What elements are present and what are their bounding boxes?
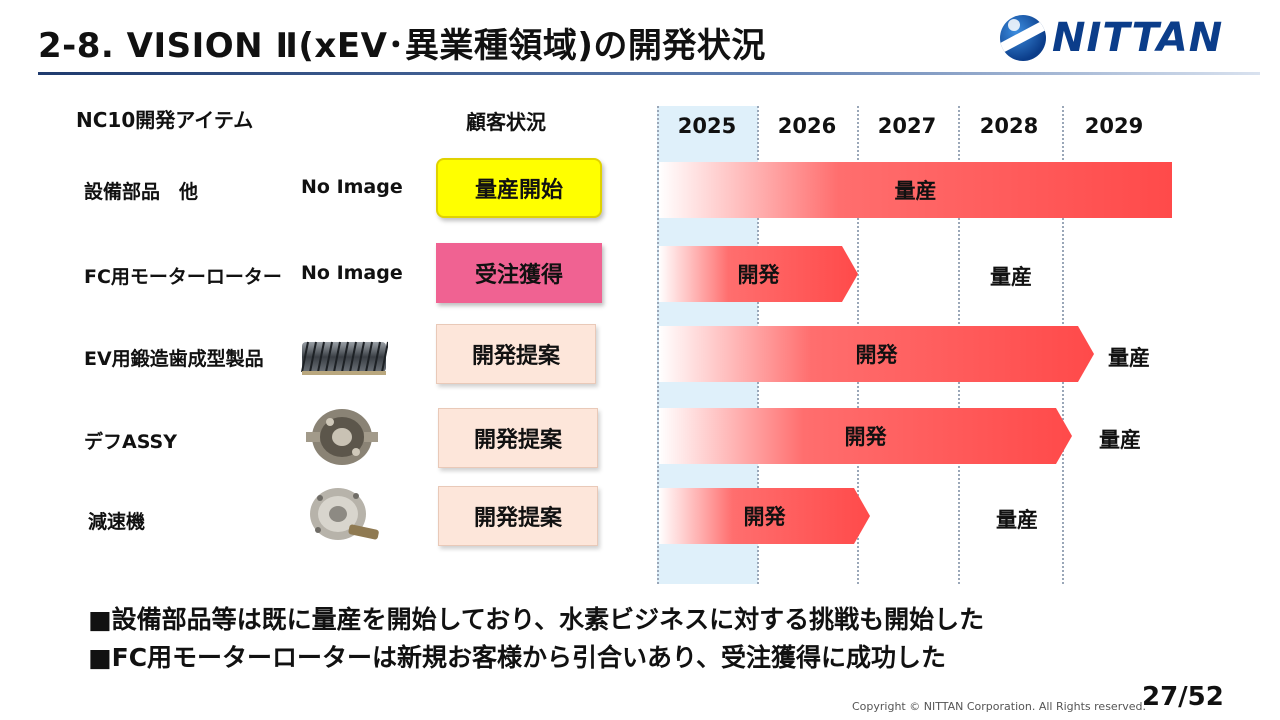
status-badge: 受注獲得 — [436, 243, 602, 303]
copyright-text: Copyright © NITTAN Corporation. All Righ… — [852, 700, 1146, 713]
item-name: 設備部品 他 — [84, 181, 199, 203]
grid-line — [657, 106, 659, 584]
after-label: 量産 — [990, 265, 1032, 289]
item-name: 減速機 — [88, 511, 146, 533]
no-image-label: No Image — [301, 176, 403, 198]
summary-bullet: ■FC用モーターローターは新規お客様から引合いあり、受注獲得に成功した — [88, 643, 947, 672]
year-2027: 2027 — [877, 114, 937, 138]
year-2029: 2029 — [1084, 114, 1144, 138]
no-image-label: No Image — [301, 262, 403, 284]
year-2025: 2025 — [677, 114, 737, 138]
after-label: 量産 — [1108, 346, 1150, 370]
title-divider — [38, 72, 1260, 75]
logo-mark-icon — [1000, 15, 1046, 61]
page-number: 27/52 — [1142, 682, 1224, 712]
item-name: デフASSY — [84, 431, 177, 453]
after-label: 量産 — [996, 508, 1038, 532]
status-badge: 開発提案 — [436, 324, 596, 384]
timeline-bar: 開発 — [659, 326, 1094, 382]
timeline-bar: 開発 — [659, 488, 870, 544]
timeline-bar: 開発 — [659, 408, 1072, 464]
status-badge: 開発提案 — [438, 486, 598, 546]
item-name: FC用モーターローター — [84, 266, 282, 288]
items-header: NC10開発アイテム — [76, 108, 254, 132]
item-name: EV用鍛造歯成型製品 — [84, 348, 264, 370]
logo-text: NITTAN — [1052, 15, 1224, 61]
summary-bullet: ■設備部品等は既に量産を開始しており、水素ビジネスに対する挑戦も開始した — [88, 605, 985, 634]
differential-assembly-image — [304, 404, 380, 470]
year-2028: 2028 — [979, 114, 1039, 138]
status-badge: 開発提案 — [438, 408, 598, 468]
status-badge: 量産開始 — [436, 158, 602, 218]
timeline-bar: 開発 — [659, 246, 858, 302]
gear-product-image — [300, 338, 389, 378]
after-label: 量産 — [1099, 428, 1141, 452]
page-title: 2-8. VISION Ⅱ(xEV･異業種領域)の開発状況 — [38, 26, 766, 66]
timeline-bar: 量産 — [659, 162, 1172, 218]
nittan-logo: NITTAN — [1000, 12, 1262, 64]
status-header: 顧客状況 — [466, 110, 546, 134]
reducer-image — [304, 484, 384, 550]
year-2026: 2026 — [777, 114, 837, 138]
